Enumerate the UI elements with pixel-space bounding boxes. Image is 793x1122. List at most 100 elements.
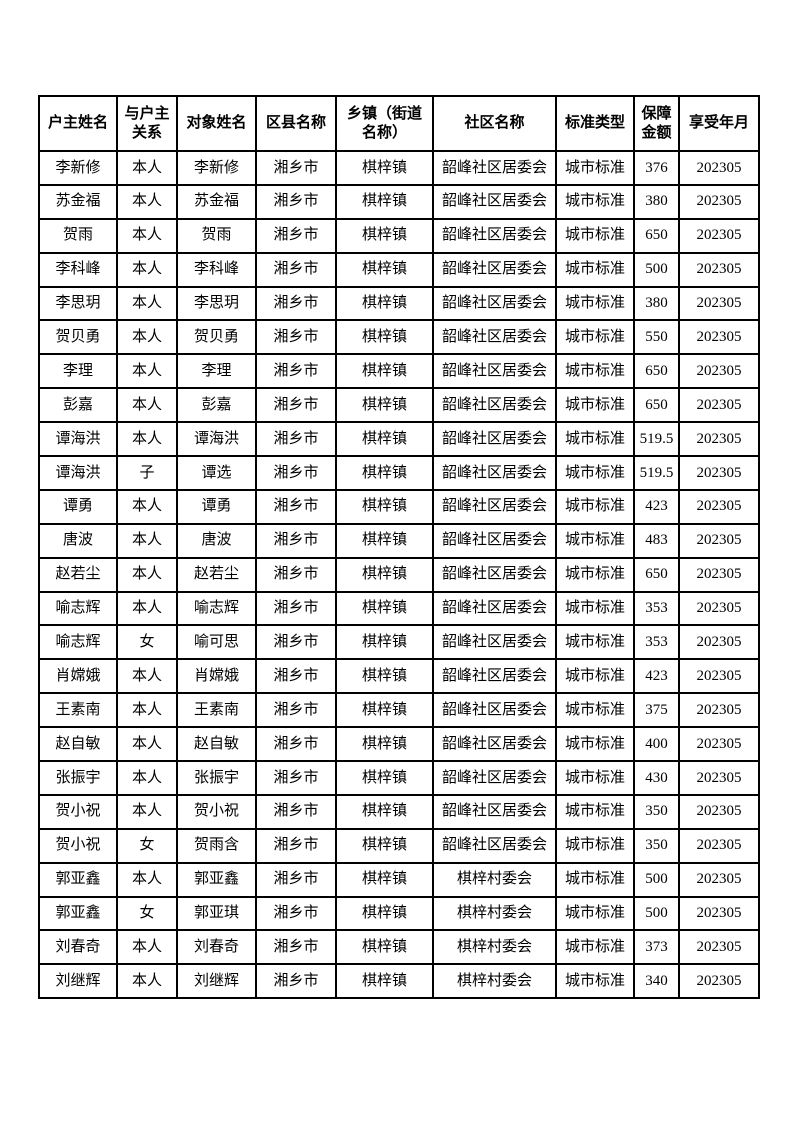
table-cell: 棋梓镇	[335, 488, 434, 525]
table-cell: 赵自敏	[38, 726, 118, 763]
table-cell: 贺贝勇	[38, 319, 118, 356]
table-cell: 张振宇	[176, 760, 257, 796]
table-cell: 城市标准	[555, 421, 635, 458]
table-cell: 李思玥	[38, 285, 118, 322]
table-cell: 郭亚鑫	[176, 861, 257, 898]
table-cell: 棋梓镇	[335, 353, 434, 390]
table-cell: 棋梓镇	[335, 793, 434, 830]
table-cell: 202305	[678, 421, 760, 458]
table-cell: 202305	[678, 455, 760, 491]
table-cell: 202305	[678, 590, 760, 627]
table-cell: 韶峰社区居委会	[432, 522, 557, 559]
table-cell: 本人	[116, 421, 178, 458]
table-cell: 韶峰社区居委会	[432, 251, 557, 288]
table-cell: 韶峰社区居委会	[432, 319, 557, 356]
table-cell: 湘乡市	[255, 183, 337, 220]
table-cell: 本人	[116, 353, 178, 390]
table-cell: 500	[633, 895, 680, 932]
table-cell: 唐波	[38, 522, 118, 559]
table-cell: 棋梓镇	[335, 963, 434, 1000]
table-cell: 棋梓村委会	[432, 895, 557, 932]
table-cell: 202305	[678, 793, 760, 830]
table-cell: 本人	[116, 387, 178, 424]
table-cell: 519.5	[633, 455, 680, 491]
table-cell: 202305	[678, 963, 760, 1000]
table-cell: 彭嘉	[38, 387, 118, 424]
table-cell: 城市标准	[555, 150, 635, 186]
table-cell: 韶峰社区居委会	[432, 760, 557, 796]
table-row: 郭亚鑫 本人 郭亚鑫 湘乡市 棋梓镇 棋梓村委会 城市标准 500 202305	[38, 861, 760, 898]
table-cell: 湘乡市	[255, 895, 337, 932]
table-cell: 棋梓村委会	[432, 963, 557, 1000]
table-cell: 韶峰社区居委会	[432, 183, 557, 220]
table-cell: 湘乡市	[255, 251, 337, 288]
table-cell: 湘乡市	[255, 760, 337, 796]
table-cell: 李科峰	[38, 251, 118, 288]
table-cell: 城市标准	[555, 827, 635, 864]
table-row: 王素南 本人 王素南 湘乡市 棋梓镇 韶峰社区居委会 城市标准 375 202305	[38, 692, 760, 729]
table-cell: 子	[116, 455, 178, 491]
table-cell: 500	[633, 251, 680, 288]
table-row: 贺雨 本人 贺雨 湘乡市 棋梓镇 韶峰社区居委会 城市标准 650 202305	[38, 217, 760, 254]
table-cell: 韶峰社区居委会	[432, 217, 557, 254]
table-cell: 城市标准	[555, 692, 635, 729]
table-cell: 棋梓镇	[335, 455, 434, 491]
table-row: 唐波 本人 唐波 湘乡市 棋梓镇 韶峰社区居委会 城市标准 483 202305	[38, 522, 760, 559]
table-cell: 城市标准	[555, 319, 635, 356]
table-cell: 棋梓镇	[335, 760, 434, 796]
table-cell: 202305	[678, 895, 760, 932]
table-row: 李新修 本人 李新修 湘乡市 棋梓镇 韶峰社区居委会 城市标准 376 202305	[38, 150, 760, 186]
table-cell: 棋梓镇	[335, 895, 434, 932]
table-cell: 韶峰社区居委会	[432, 353, 557, 390]
table-cell: 赵自敏	[176, 726, 257, 763]
table-cell: 400	[633, 726, 680, 763]
table-cell: 202305	[678, 319, 760, 356]
table-cell: 城市标准	[555, 726, 635, 763]
table-cell: 湘乡市	[255, 658, 337, 695]
table-cell: 城市标准	[555, 488, 635, 525]
table-cell: 棋梓镇	[335, 827, 434, 864]
table-cell: 棋梓镇	[335, 285, 434, 322]
table-cell: 韶峰社区居委会	[432, 692, 557, 729]
table-cell: 湘乡市	[255, 556, 337, 593]
table-cell: 棋梓镇	[335, 522, 434, 559]
table-cell: 380	[633, 285, 680, 322]
table-row: 喻志辉女喻可思 湘乡市 棋梓镇 韶峰社区居委会 城市标准 353 202305	[38, 624, 760, 661]
table-cell: 棋梓镇	[335, 556, 434, 593]
table-cell: 202305	[678, 522, 760, 559]
table-cell: 韶峰社区居委会	[432, 827, 557, 864]
table-cell: 城市标准	[555, 895, 635, 932]
column-header-standard-type: 标准类型	[555, 95, 635, 152]
table-cell: 202305	[678, 861, 760, 898]
table-cell: 湘乡市	[255, 590, 337, 627]
table-cell: 刘继辉	[176, 963, 257, 1000]
table-cell: 本人	[116, 963, 178, 1000]
table-cell: 湘乡市	[255, 793, 337, 830]
table-cell: 375	[633, 692, 680, 729]
table-cell: 张振宇	[38, 760, 118, 796]
table-cell: 苏金福	[176, 183, 257, 220]
table-cell: 喻志辉	[38, 624, 118, 661]
table-cell: 650	[633, 387, 680, 424]
table-cell: 棋梓镇	[335, 624, 434, 661]
table-cell: 本人	[116, 692, 178, 729]
header-row: 户主姓名 与户主 关系 对象姓名 区县名称 乡镇（街道 名称） 社区名称 标准类…	[38, 95, 760, 152]
table-cell: 棋梓镇	[335, 861, 434, 898]
table-cell: 棋梓镇	[335, 387, 434, 424]
table-cell: 韶峰社区居委会	[432, 387, 557, 424]
table-cell: 韶峰社区居委会	[432, 285, 557, 322]
table-cell: 城市标准	[555, 455, 635, 491]
table-row: 谭海洪子谭选 湘乡市 棋梓镇 韶峰社区居委会 城市标准 519.5 202305	[38, 455, 760, 491]
table-cell: 城市标准	[555, 793, 635, 830]
table-cell: 韶峰社区居委会	[432, 590, 557, 627]
table-cell: 谭海洪	[38, 421, 118, 458]
table-cell: 城市标准	[555, 522, 635, 559]
table-cell: 贺雨含	[176, 827, 257, 864]
table-row: 喻志辉 本人 喻志辉 湘乡市 棋梓镇 韶峰社区居委会 城市标准 353 202305	[38, 590, 760, 627]
table-cell: 韶峰社区居委会	[432, 421, 557, 458]
table-cell: 贺小祝	[38, 793, 118, 830]
table-cell: 483	[633, 522, 680, 559]
table-cell: 李科峰	[176, 251, 257, 288]
table-cell: 韶峰社区居委会	[432, 150, 557, 186]
